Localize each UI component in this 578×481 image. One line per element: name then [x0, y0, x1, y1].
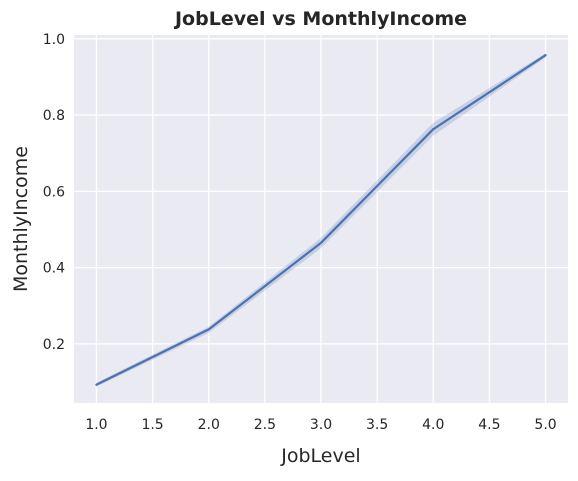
x-tick-label: 3.5 — [366, 417, 388, 433]
y-tick-label: 1.0 — [43, 32, 65, 48]
y-axis-label: MonthlyIncome — [10, 146, 32, 292]
x-tick-label: 1.0 — [85, 417, 107, 433]
x-tick-label: 2.0 — [198, 417, 220, 433]
y-tick-labels: 0.2 0.4 0.6 0.8 1.0 — [43, 32, 65, 353]
data-point — [207, 328, 210, 331]
chart-title: JobLevel vs MonthlyIncome — [173, 8, 467, 30]
x-tick-label: 4.5 — [478, 417, 500, 433]
data-point — [544, 54, 547, 57]
y-tick-label: 0.8 — [43, 108, 65, 124]
grid-lines — [74, 35, 568, 403]
confidence-band-layer — [96, 53, 546, 387]
x-tick-label: 5.0 — [534, 417, 556, 433]
confidence-band — [96, 53, 546, 387]
x-tick-labels: 1.0 1.5 2.0 2.5 3.0 3.5 4.0 4.5 5.0 — [85, 417, 556, 433]
data-point — [95, 383, 98, 386]
x-tick-label: 4.0 — [422, 417, 444, 433]
y-tick-label: 0.6 — [43, 184, 65, 200]
data-point — [432, 128, 435, 131]
x-tick-label: 1.5 — [141, 417, 163, 433]
series-line-layer — [95, 54, 547, 386]
y-tick-label: 0.2 — [43, 337, 65, 353]
x-axis-label: JobLevel — [280, 445, 360, 467]
y-tick-label: 0.4 — [43, 261, 65, 277]
x-tick-label: 3.0 — [310, 417, 332, 433]
data-point — [320, 241, 322, 244]
x-tick-label: 2.5 — [254, 417, 276, 433]
